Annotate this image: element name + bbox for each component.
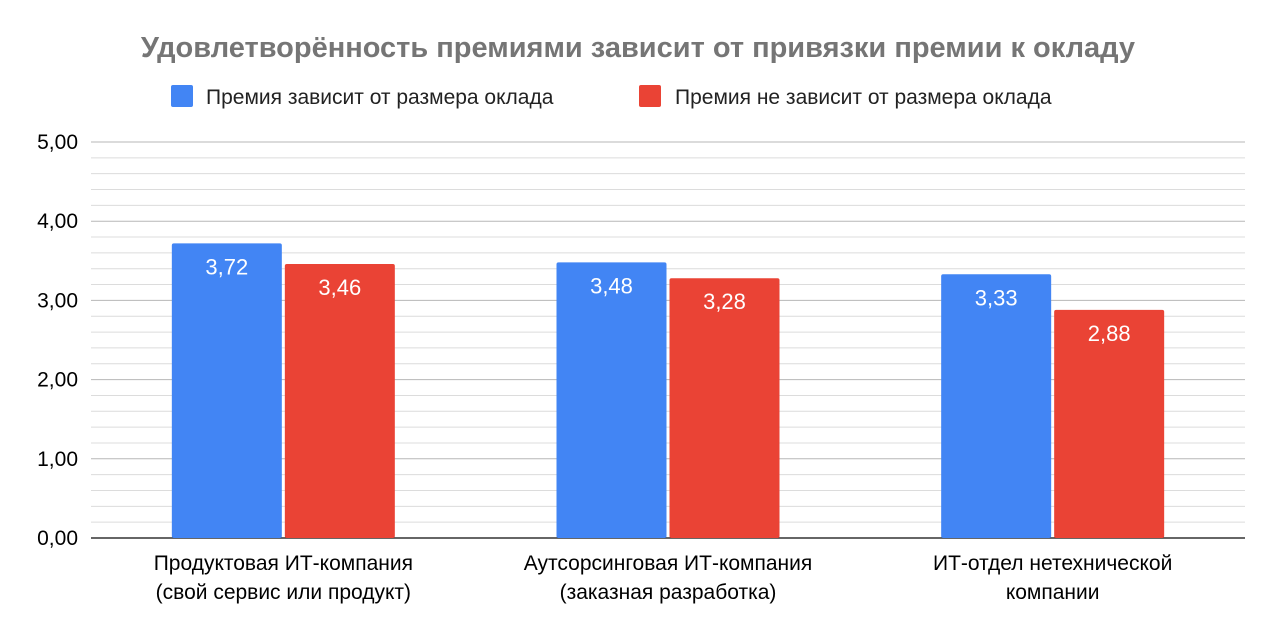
category-label: (свой сервис или продукт) — [156, 581, 411, 604]
bar-depends — [171, 243, 282, 538]
bar-depends — [941, 274, 1052, 538]
y-tick-label: 1,00 — [37, 448, 78, 471]
category-label: Продуктовая ИТ-компания — [154, 552, 413, 575]
legend-swatch-depends — [171, 85, 193, 107]
data-labels: 3,72 3,46 3,48 3,28 3,33 2,88 — [205, 254, 1130, 346]
data-label: 2,88 — [1088, 321, 1131, 346]
grid — [91, 141, 1245, 539]
bars — [171, 243, 1165, 538]
category-label: Аутсорсинговая ИТ-компания — [524, 552, 812, 575]
data-label: 3,48 — [590, 273, 633, 298]
bar-independent — [669, 278, 780, 538]
bar-independent — [284, 263, 395, 538]
data-label: 3,72 — [205, 254, 248, 279]
data-label: 3,46 — [318, 275, 361, 300]
legend-label: Премия зависит от размера оклада — [206, 86, 554, 109]
category-label: компании — [1006, 581, 1100, 604]
bar-depends — [556, 262, 667, 538]
legend-label: Премия не зависит от размера оклада — [675, 86, 1052, 109]
y-tick-label: 3,00 — [37, 289, 78, 312]
y-tick-label: 0,00 — [37, 527, 78, 550]
y-tick-label: 5,00 — [37, 131, 78, 154]
chart-title: Удовлетворённость премиями зависит от пр… — [141, 32, 1135, 64]
data-label: 3,33 — [975, 285, 1018, 310]
legend-swatch-independent — [639, 85, 661, 107]
data-label: 3,28 — [703, 289, 746, 314]
category-label: ИТ-отдел нетехнической — [933, 552, 1172, 575]
y-tick-label: 4,00 — [37, 210, 78, 233]
bar-independent — [1054, 309, 1165, 538]
y-axis: 0,00 1,00 2,00 3,00 4,00 5,00 — [37, 131, 78, 550]
legend: Премия зависит от размера оклада Премия н… — [171, 85, 1052, 109]
category-label: (заказная разработка) — [560, 581, 777, 604]
y-tick-label: 2,00 — [37, 369, 78, 392]
x-axis: Продуктовая ИТ-компания (свой сервис или … — [154, 552, 1173, 604]
